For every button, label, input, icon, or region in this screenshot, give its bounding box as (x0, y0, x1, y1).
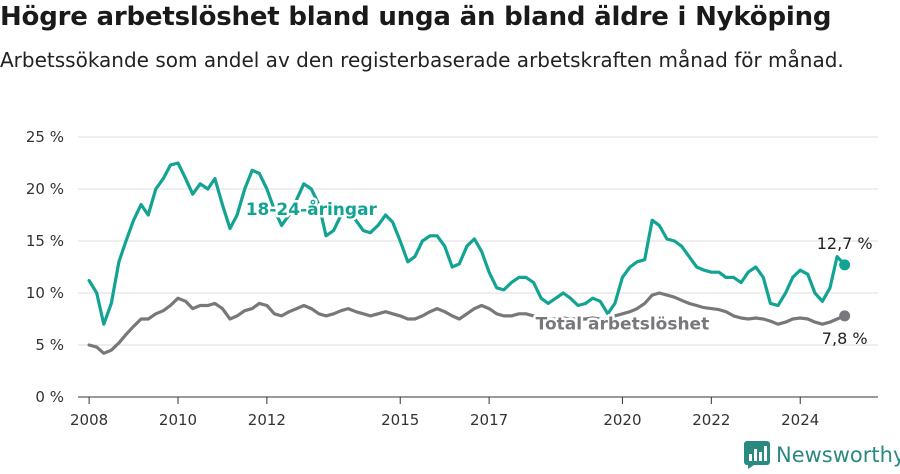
gridlines (78, 136, 878, 346)
x-tick-label: 2008 (70, 411, 108, 429)
chart-subtitle: Arbetssökande som andel av den registerb… (0, 48, 844, 72)
y-tick-label: 25 % (26, 128, 64, 146)
end-marker-youth (839, 259, 851, 271)
x-tick-label: 2024 (781, 411, 819, 429)
brand-name: Newsworthy (776, 443, 900, 467)
series-label-total: Total arbetslöshet (536, 314, 710, 334)
y-tick-label: 20 % (26, 180, 64, 198)
x-tick-label: 2022 (692, 411, 730, 429)
y-tick-label: 10 % (26, 284, 64, 302)
series-line-total (87, 291, 847, 355)
series-line-youth (87, 161, 847, 326)
x-tick-label: 2015 (381, 411, 419, 429)
brand: Newsworthy (744, 440, 900, 470)
end-marker-total (839, 310, 851, 322)
end-label-youth: 12,7 % (817, 234, 873, 253)
x-tick-label: 2010 (159, 411, 197, 429)
chart-labels: 7,8 % 12,7 % 18-24-åringar Total arbetslösh… (243, 196, 873, 348)
newsworthy-logo-icon (744, 441, 770, 469)
series-label-youth: 18-24-åringar (246, 198, 378, 220)
x-tick-label: 2017 (470, 411, 508, 429)
x-tick-label: 2012 (248, 411, 286, 429)
axes: 0 % 5 % 10 % 15 % 20 % 25 % 2008 2010 2012 2015 20… (26, 128, 878, 429)
x-tick-label: 2020 (603, 411, 641, 429)
y-tick-label: 0 % (35, 388, 64, 406)
y-tick-label: 15 % (26, 232, 64, 250)
chart-title: Högre arbetslöshet bland unga än bland ä… (0, 2, 832, 32)
y-tick-label: 5 % (35, 336, 64, 354)
end-label-total: 7,8 % (822, 329, 868, 348)
series-lines (87, 161, 851, 355)
